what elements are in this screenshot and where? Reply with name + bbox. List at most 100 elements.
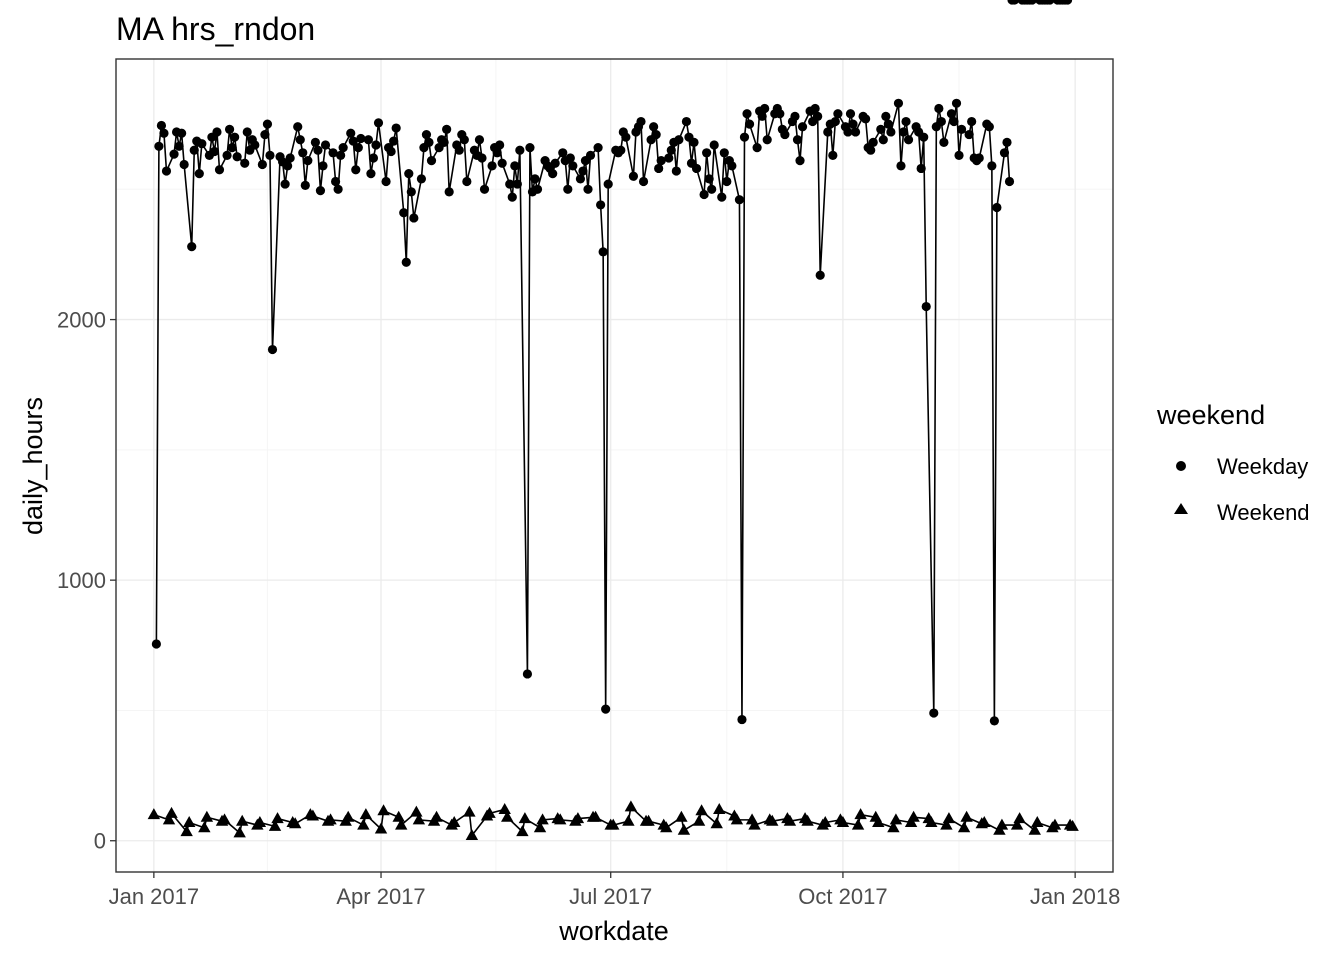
data-point-weekend	[183, 815, 196, 827]
data-point-weekend	[692, 814, 706, 826]
data-point-weekend	[675, 810, 688, 822]
data-point-weekend	[819, 815, 832, 827]
data-point-weekday	[737, 714, 747, 725]
data-point-weekday	[179, 159, 189, 170]
data-point-weekday	[399, 208, 409, 218]
data-point-weekday	[845, 109, 856, 119]
data-point-weekday	[946, 109, 957, 119]
grid	[116, 59, 1113, 872]
data-point-weekend	[624, 800, 638, 812]
data-point-weekday	[381, 176, 391, 187]
data-point-weekend	[533, 821, 547, 833]
data-point-weekend	[501, 810, 514, 822]
data-point-weekday	[310, 137, 320, 147]
data-point-weekend	[872, 815, 885, 827]
data-point-weekend	[377, 804, 390, 816]
data-point-weekday	[956, 124, 967, 134]
data-point-weekend	[642, 814, 655, 826]
data-point-weekday	[421, 129, 432, 140]
data-point-weekend	[236, 814, 249, 826]
data-point-weekday	[550, 158, 560, 168]
data-point-weekday	[283, 161, 293, 171]
data-point-weekday	[666, 145, 676, 155]
data-point-weekday	[240, 158, 250, 168]
data-point-weekday	[722, 176, 732, 187]
data-point-weekend	[783, 814, 797, 826]
data-point-weekday	[593, 143, 603, 153]
data-point-weekday	[1002, 137, 1012, 147]
data-point-weekend	[995, 818, 1009, 830]
data-point-weekend	[1048, 818, 1062, 830]
data-point-weekday	[954, 150, 964, 161]
data-point-weekday	[260, 129, 270, 140]
data-point-weekend	[536, 813, 549, 825]
data-point-weekday	[313, 145, 323, 155]
data-point-weekday	[348, 136, 358, 146]
data-point-weekday	[601, 704, 611, 714]
data-point-weekday	[903, 135, 914, 145]
data-point-weekday	[320, 140, 331, 150]
panel-border	[115, 58, 1114, 873]
data-point-weekday	[459, 135, 469, 145]
data-point-weekday	[174, 141, 184, 151]
axes: 0 1000 2000 Jan 2017 Apr 2017 Jul 2017 Oct 201…	[57, 308, 1120, 909]
data-point-weekday	[426, 156, 437, 166]
data-point-weekday	[224, 124, 235, 134]
data-point-weekend	[887, 821, 900, 833]
data-point-weekend	[710, 817, 723, 829]
data-point-weekday	[638, 176, 649, 187]
data-point-weekday	[267, 344, 278, 355]
data-point-weekday	[691, 163, 702, 174]
data-point-weekday	[197, 139, 207, 149]
data-point-weekday	[881, 111, 891, 121]
data-point-weekday	[510, 161, 520, 171]
data-point-weekday	[934, 103, 944, 114]
x-tick-label: Jan 2018	[1030, 884, 1121, 909]
data-point-weekday	[356, 133, 366, 144]
data-point-weekend	[392, 810, 405, 822]
legend-label-weekday: Weekday	[1217, 454, 1308, 479]
data-point-weekday	[575, 174, 586, 184]
data-point-weekday	[974, 153, 984, 163]
data-point-weekday	[830, 116, 840, 127]
data-point-weekday	[298, 148, 308, 158]
data-point-weekday	[479, 184, 490, 194]
data-point-weekday	[232, 152, 242, 162]
x-tick-label: Oct 2017	[798, 884, 887, 909]
data-point-weekday	[896, 161, 906, 171]
data-point-weekday	[916, 163, 926, 174]
data-point-weekday	[585, 150, 596, 161]
data-point-weekend	[1028, 823, 1041, 835]
data-point-weekday	[949, 116, 959, 127]
data-point-weekday	[992, 202, 1002, 213]
data-point-weekday	[709, 140, 719, 150]
data-point-weekday	[189, 145, 199, 155]
data-point-weekday	[813, 111, 823, 121]
data-point-weekday	[401, 257, 411, 267]
data-point-weekday	[656, 156, 666, 166]
data-point-weekday	[704, 174, 714, 184]
data-point-weekday	[328, 148, 338, 158]
data-point-weekday	[689, 137, 699, 147]
data-point-weekday	[187, 242, 197, 252]
data-point-weekday	[1009, 0, 1020, 5]
data-point-weekday	[230, 132, 240, 142]
data-point-weekday	[999, 148, 1010, 158]
data-point-weekday	[886, 127, 896, 137]
data-point-weekday	[159, 128, 169, 138]
data-point-weekend	[342, 810, 355, 822]
data-point-weekend	[836, 815, 850, 827]
x-axis-title: workdate	[558, 916, 669, 946]
data-point-weekend	[925, 815, 938, 827]
data-point-weekday	[532, 184, 543, 194]
data-point-weekday	[810, 103, 820, 114]
data-point-weekday	[336, 150, 346, 161]
data-point-weekend	[233, 826, 246, 838]
data-point-weekday	[989, 716, 999, 726]
data-point-weekday	[876, 124, 886, 134]
y-tick-label: 2000	[57, 308, 106, 333]
data-point-weekend	[957, 821, 971, 833]
data-point-weekend	[465, 829, 479, 841]
data-point-weekend	[713, 802, 726, 814]
